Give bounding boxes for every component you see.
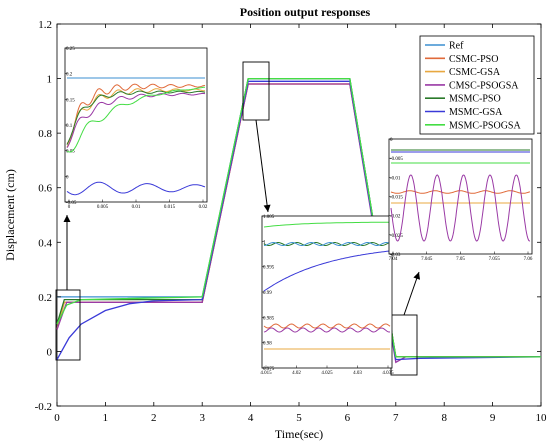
x-tick-label-1: 1 — [103, 412, 109, 424]
x-tick-label-3: 3 — [199, 412, 205, 424]
inset-2-xtick-3: 7.055 — [489, 257, 501, 262]
series-line-6 — [56, 77, 541, 358]
inset-2-xtick-4: 7.06 — [524, 257, 533, 262]
y-tick-label-7: 1.2 — [38, 19, 52, 31]
axis-ticks: 0 1 2 3 4 5 6 7 8 9 10-0.200.20.40.60.811.2 — [35, 19, 547, 424]
y-tick-label-0: -0.2 — [35, 401, 52, 413]
legend-label-1: CSMC-PSO — [449, 54, 498, 65]
inset-0-line-6 — [66, 86, 206, 153]
inset-1-ytick-0: 1.005 — [263, 215, 275, 220]
legend-label-4: MSMC-PSO — [449, 94, 501, 105]
inset-0-xtick-4: 0.02 — [199, 205, 208, 210]
y-tick-label-3: 0.4 — [38, 237, 52, 249]
x-tick-label-9: 9 — [490, 412, 496, 424]
zoom-arrow-2 — [403, 271, 420, 316]
inset-1-xtick-1: 4.02 — [292, 371, 301, 376]
x-tick-label-4: 4 — [248, 412, 254, 424]
inset-0-line-5 — [66, 181, 206, 196]
inset-1-line-3 — [263, 327, 391, 333]
x-tick-label-7: 7 — [393, 412, 399, 424]
inset-1-ytick-6: 0.975 — [263, 367, 275, 372]
inset-frame-2 — [388, 138, 533, 255]
inset-1-line-5 — [263, 250, 391, 292]
inset-2-ytick-6: -0.03 — [390, 253, 401, 258]
inset-0-ytick-1: 0.2 — [66, 73, 73, 78]
inset-1-xtick-4: 4.035 — [382, 371, 394, 376]
zoom-arrowhead-1 — [263, 204, 271, 212]
inset-frame-0 — [64, 47, 208, 203]
inset-2-line-1 — [390, 190, 531, 194]
y-tick-label-5: 0.8 — [38, 128, 52, 140]
y-tick-label-1: 0 — [47, 346, 53, 358]
y-tick-label-6: 1 — [47, 74, 53, 86]
legend-label-2: CSMC-GSA — [449, 67, 501, 78]
legend-box — [419, 35, 535, 135]
legend-label-6: MSMC-PSOGSA — [449, 120, 521, 131]
inset-0-line-1 — [66, 83, 206, 144]
legend-label-3: CMSC-PSOGSA — [449, 80, 519, 91]
zoom-arrowhead-0 — [63, 215, 71, 222]
inset-0: 0.250.20.150.10.050-0.050 0.005 0.01 0.015 0… — [64, 47, 208, 210]
zoom-arrowhead-2 — [413, 272, 420, 280]
inset-1-line-1 — [263, 323, 391, 329]
inset-0-line-4 — [66, 90, 206, 145]
y-tick-label-4: 0.6 — [38, 183, 52, 195]
inset-1-xtick-2: 4.025 — [321, 371, 333, 376]
legend: Ref CSMC-PSO CSMC-GSA CMSC-PSOGSA MSMC-PSO MS… — [419, 35, 535, 135]
series-line-3 — [56, 83, 541, 364]
x-tick-label-0: 0 — [54, 412, 60, 424]
inset-1-ytick-5: 0.98 — [263, 342, 272, 347]
inset-frame-1 — [261, 215, 393, 369]
inset-2-ytick-4: -0.02 — [390, 215, 401, 220]
inset-0-xtick-3: 0.015 — [164, 205, 176, 210]
x-tick-label-8: 8 — [441, 412, 447, 424]
inset-1-xtick-3: 4.03 — [353, 371, 362, 376]
y-axis-label: Displacement (cm) — [3, 169, 17, 261]
inset-1-line-6 — [263, 221, 390, 228]
inset-2-ytick-2: -0.01 — [390, 176, 401, 181]
series-layer — [56, 77, 542, 364]
zoom-arrow-1 — [255, 119, 269, 213]
inset-0-xtick-2: 0.01 — [132, 205, 141, 210]
chart-title: Position output responses — [240, 5, 371, 19]
x-axis-label: Time(sec) — [275, 427, 323, 441]
inset-0-ytick-3: 0.1 — [66, 124, 73, 129]
inset-0-ytick-0: 0.25 — [66, 47, 75, 52]
y-tick-label-2: 0.2 — [38, 292, 52, 304]
inset-2-xtick-2: 7.05 — [456, 257, 465, 262]
inset-1-ytick-1: 1 — [263, 240, 266, 245]
inset-1-line-0 — [263, 241, 391, 247]
inset-0-ytick-5: 0 — [66, 175, 69, 180]
inset-0-xtick-0: 0 — [68, 205, 71, 210]
inset-1-ytick-3: 0.99 — [263, 291, 272, 296]
inset-2-ytick-1: -0.005 — [390, 157, 403, 162]
inset-2-xtick-0: 7.04 — [389, 257, 398, 262]
inset-1-xtick-0: 4.015 — [260, 371, 272, 376]
legend-label-5: MSMC-GSA — [449, 107, 503, 118]
zoom-markers — [55, 61, 420, 376]
inset-0-ytick-2: 0.15 — [66, 98, 75, 103]
inset-0-ytick-6: -0.05 — [66, 201, 77, 206]
x-tick-label-6: 6 — [345, 412, 351, 424]
insets: 0.250.20.150.10.050-0.050 0.005 0.01 0.015 0… — [64, 47, 533, 376]
zoom-box-0 — [55, 289, 81, 361]
series-line-5 — [56, 80, 542, 361]
inset-2-xtick-1: 7.045 — [421, 257, 433, 262]
x-tick-label-10: 10 — [536, 412, 548, 424]
x-tick-label-5: 5 — [296, 412, 302, 424]
x-tick-label-2: 2 — [151, 412, 157, 424]
legend-label-0: Ref — [449, 41, 464, 52]
inset-2-line-3 — [390, 174, 531, 242]
inset-1-ytick-2: 0.995 — [263, 266, 275, 271]
inset-2: 0 -0.005 -0.01 -0.015 -0.02 -0.025 -0.037.04 7.… — [388, 138, 533, 262]
inset-0-line-3 — [66, 92, 206, 148]
inset-2-ytick-0: 0 — [390, 138, 393, 143]
inset-1-ytick-4: 0.985 — [263, 316, 275, 321]
inset-2-ytick-3: -0.015 — [390, 196, 403, 201]
inset-2-ytick-5: -0.025 — [390, 234, 403, 239]
inset-0-xtick-1: 0.005 — [97, 205, 109, 210]
